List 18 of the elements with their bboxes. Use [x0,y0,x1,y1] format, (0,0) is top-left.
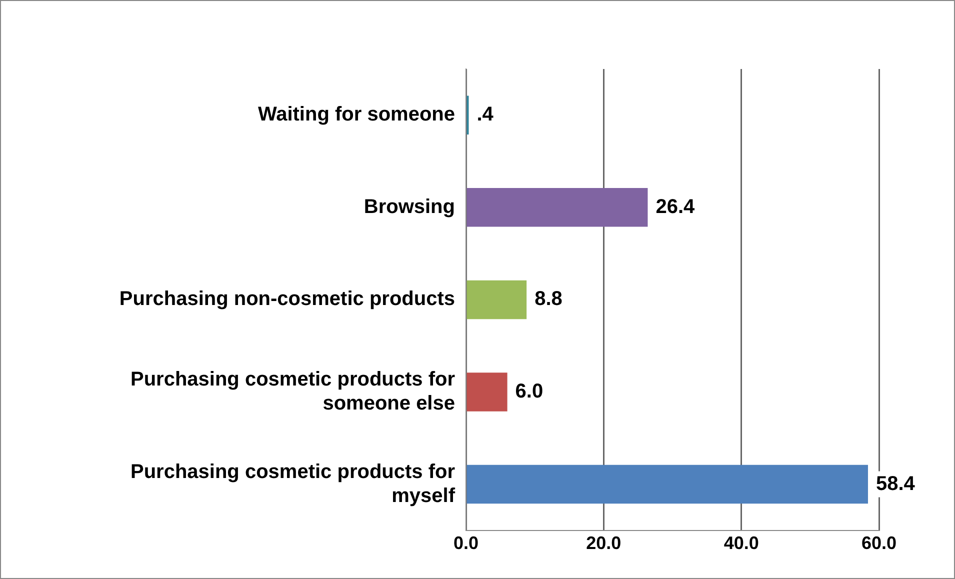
y-tick-label: Purchasing cosmetic products for someone else [130,368,456,414]
x-tick-label: 40.0 [724,533,759,554]
bar [466,464,868,504]
data-label: 6.0 [515,380,544,402]
bar [466,372,508,412]
y-tick-label: Purchasing non-cosmetic products [119,288,455,310]
y-tick-label: Purchasing cosmetic products for myself [130,460,456,507]
x-tick-label: 20.0 [586,533,622,554]
data-label: 8.8 [534,288,562,310]
y-tick-label: Waiting for someone [258,104,455,126]
y-tick-label: Browsing [364,196,455,218]
data-label: 26.4 [656,196,696,218]
x-tick-label: 60.0 [861,533,897,554]
data-label: .4 [476,104,494,126]
x-tick-label: 0.0 [453,533,479,554]
data-label: 58.4 [876,472,916,495]
bar [466,188,648,227]
bar [466,280,527,320]
